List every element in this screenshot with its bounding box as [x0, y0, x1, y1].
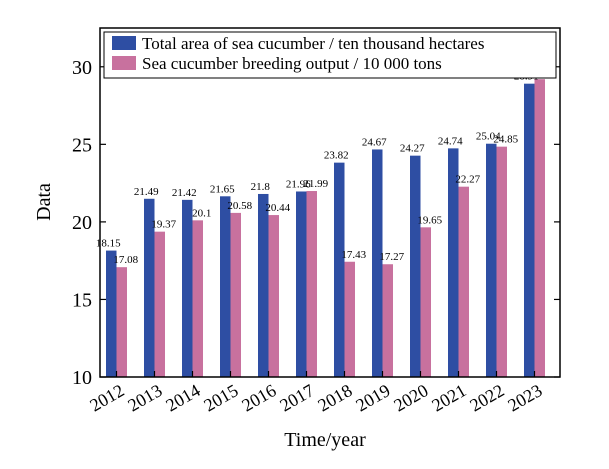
data-label-output-2013: 19.37	[151, 219, 176, 231]
y-tick-label-15: 15	[72, 289, 92, 311]
x-tick-label-2021: 2021	[428, 380, 469, 415]
data-label-output-2021: 22.27	[455, 174, 480, 186]
y-tick-label-10: 10	[72, 367, 92, 389]
legend-label-output: Sea cucumber breeding output / 10 000 to…	[142, 54, 442, 73]
bar-output-2013	[154, 231, 165, 377]
x-tick-label-2023: 2023	[504, 380, 545, 415]
x-axis-label: Time/year	[284, 429, 366, 451]
data-label-output-2016: 20.44	[265, 202, 290, 214]
bar-output-2014	[192, 220, 203, 377]
bar-output-2016	[268, 215, 279, 377]
y-tick-label-30: 30	[72, 57, 92, 79]
bar-area-2023	[524, 83, 535, 378]
y-axis-label: Data	[33, 183, 55, 221]
data-label-area-2017: 21.96	[286, 178, 311, 190]
bar-area-2018	[334, 162, 345, 377]
x-tick-label-2020: 2020	[390, 380, 431, 415]
legend-swatch-area	[112, 36, 136, 50]
legend-swatch-output	[112, 56, 136, 70]
data-label-area-2013: 21.49	[134, 186, 159, 198]
bar-area-2015	[220, 196, 231, 377]
x-tick-label-2013: 2013	[124, 380, 165, 415]
data-label-output-2012: 17.08	[113, 254, 138, 266]
data-label-area-2014: 21.42	[172, 187, 197, 199]
data-label-output-2020: 19.65	[417, 214, 442, 226]
data-label-area-2018: 23.82	[324, 150, 349, 162]
data-label-output-2015: 20.58	[227, 200, 252, 212]
bars-layer	[106, 79, 545, 378]
data-label-output-2014: 20.1	[192, 207, 211, 219]
bar-area-2016	[258, 193, 269, 377]
x-tick-label-2018: 2018	[314, 380, 355, 415]
legend: Total area of sea cucumber / ten thousan…	[103, 31, 557, 79]
x-tick-label-2014: 2014	[162, 380, 203, 415]
bar-output-2015	[230, 212, 241, 377]
bar-output-2018	[344, 261, 355, 377]
x-tick-label-2015: 2015	[200, 380, 241, 415]
bar-output-2023	[534, 79, 545, 377]
bar-area-2013	[144, 198, 155, 377]
y-tick-label-20: 20	[72, 212, 92, 234]
bar-area-2019	[372, 149, 383, 377]
bar-area-2020	[410, 155, 421, 377]
data-label-output-2022: 24.85	[493, 134, 518, 146]
legend-label-area: Total area of sea cucumber / ten thousan…	[142, 34, 484, 53]
data-label-area-2016: 21.8	[251, 181, 271, 193]
data-label-area-2012: 18.15	[96, 238, 121, 250]
y-axis: 10 15 20 25 30	[72, 57, 560, 389]
data-label-output-2017: 21.99	[303, 178, 328, 190]
data-label-output-2018: 17.43	[341, 249, 366, 261]
data-label-area-2015: 21.65	[210, 183, 235, 195]
legend-box	[103, 31, 557, 79]
bar-output-2022	[496, 146, 507, 377]
x-tick-label-2017: 2017	[276, 380, 317, 415]
data-label-area-2021: 24.74	[438, 135, 463, 147]
bar-output-2012	[116, 267, 127, 377]
bar-output-2017	[306, 191, 317, 377]
y-tick-label-25: 25	[72, 134, 92, 156]
data-label-area-2020: 24.27	[400, 143, 425, 155]
bar-area-2012	[106, 250, 117, 377]
x-tick-label-2019: 2019	[352, 380, 393, 415]
x-tick-label-2022: 2022	[466, 380, 507, 415]
data-label-area-2022: 25.04	[476, 131, 501, 143]
bar-area-2022	[486, 143, 497, 377]
x-tick-label-2016: 2016	[238, 380, 279, 415]
data-label-area-2019: 24.67	[362, 136, 387, 148]
bar-output-2020	[420, 227, 431, 377]
bar-area-2014	[182, 199, 193, 377]
bar-area-2017	[296, 191, 307, 377]
bar-output-2021	[458, 186, 469, 377]
bar-output-2019	[382, 264, 393, 377]
bar-area-2021	[448, 148, 459, 377]
plot-frame	[99, 27, 561, 378]
data-label-output-2019: 17.27	[379, 251, 404, 263]
x-tick-label-2012: 2012	[86, 380, 127, 415]
